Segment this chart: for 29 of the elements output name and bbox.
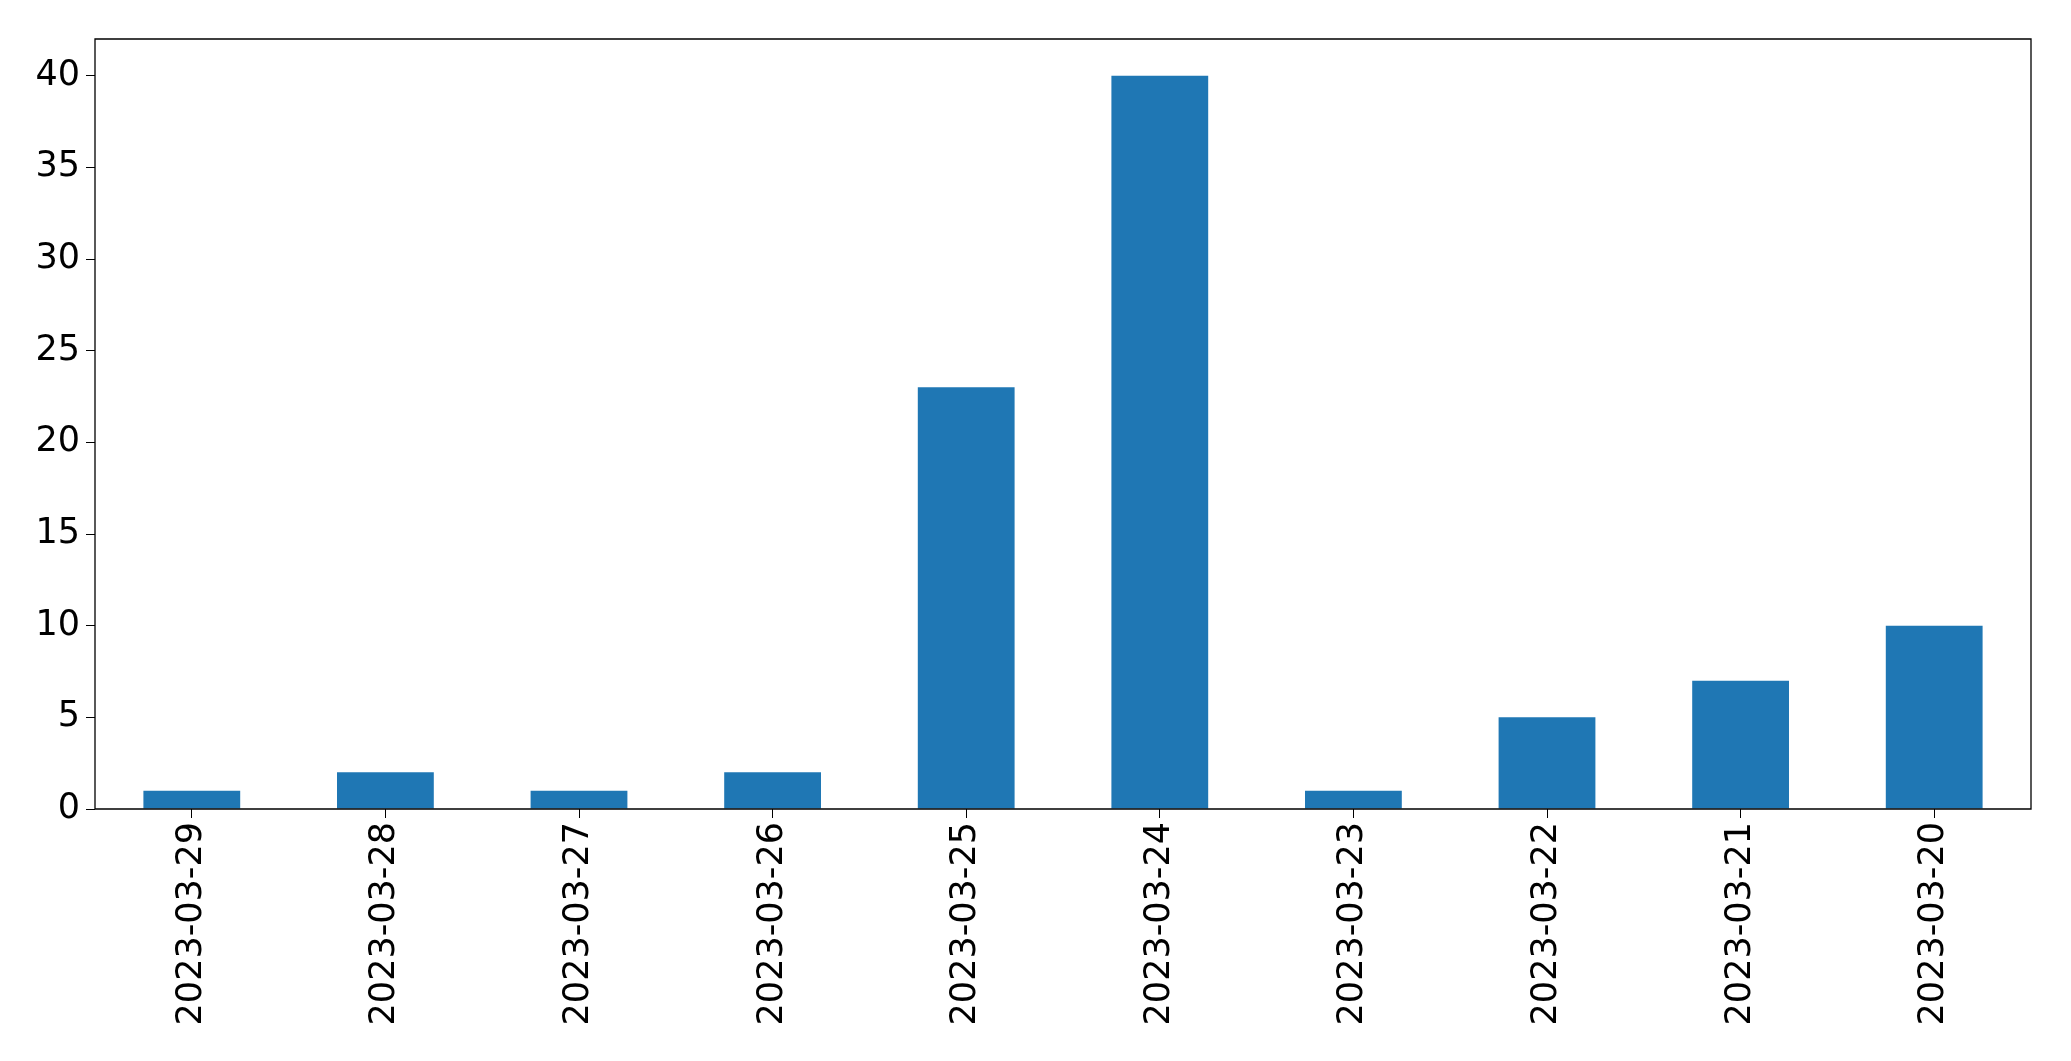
y-tick-label: 25 bbox=[35, 327, 80, 368]
y-tick-label: 15 bbox=[35, 511, 80, 552]
bar bbox=[1498, 717, 1596, 809]
x-tick-label: 2023-03-24 bbox=[1136, 822, 1177, 1026]
bar bbox=[724, 772, 821, 809]
x-tick-label: 2023-03-28 bbox=[362, 822, 403, 1026]
bar bbox=[917, 387, 1015, 809]
y-tick-label: 10 bbox=[35, 602, 80, 643]
bar bbox=[1692, 680, 1789, 809]
y-tick-label: 0 bbox=[57, 786, 80, 827]
y-tick-label: 5 bbox=[57, 694, 80, 735]
x-tick-label: 2023-03-23 bbox=[1330, 822, 1371, 1026]
x-tick-label: 2023-03-29 bbox=[168, 822, 209, 1026]
x-tick-label: 2023-03-27 bbox=[556, 822, 597, 1026]
x-tick-label: 2023-03-21 bbox=[1717, 822, 1758, 1026]
y-tick-label: 40 bbox=[35, 52, 80, 93]
bar bbox=[530, 790, 628, 809]
bar bbox=[143, 790, 241, 809]
y-tick-label: 35 bbox=[35, 144, 80, 185]
x-tick-label: 2023-03-22 bbox=[1524, 822, 1565, 1026]
bar bbox=[1885, 625, 1983, 809]
bar bbox=[1111, 75, 1209, 809]
bar bbox=[1305, 790, 1402, 809]
x-tick-label: 2023-03-25 bbox=[943, 822, 984, 1026]
x-tick-label: 2023-03-20 bbox=[1911, 822, 1952, 1026]
x-tick-label: 2023-03-26 bbox=[749, 822, 790, 1026]
bar bbox=[337, 772, 434, 809]
y-tick-label: 30 bbox=[35, 236, 80, 277]
y-tick-label: 20 bbox=[35, 419, 80, 460]
